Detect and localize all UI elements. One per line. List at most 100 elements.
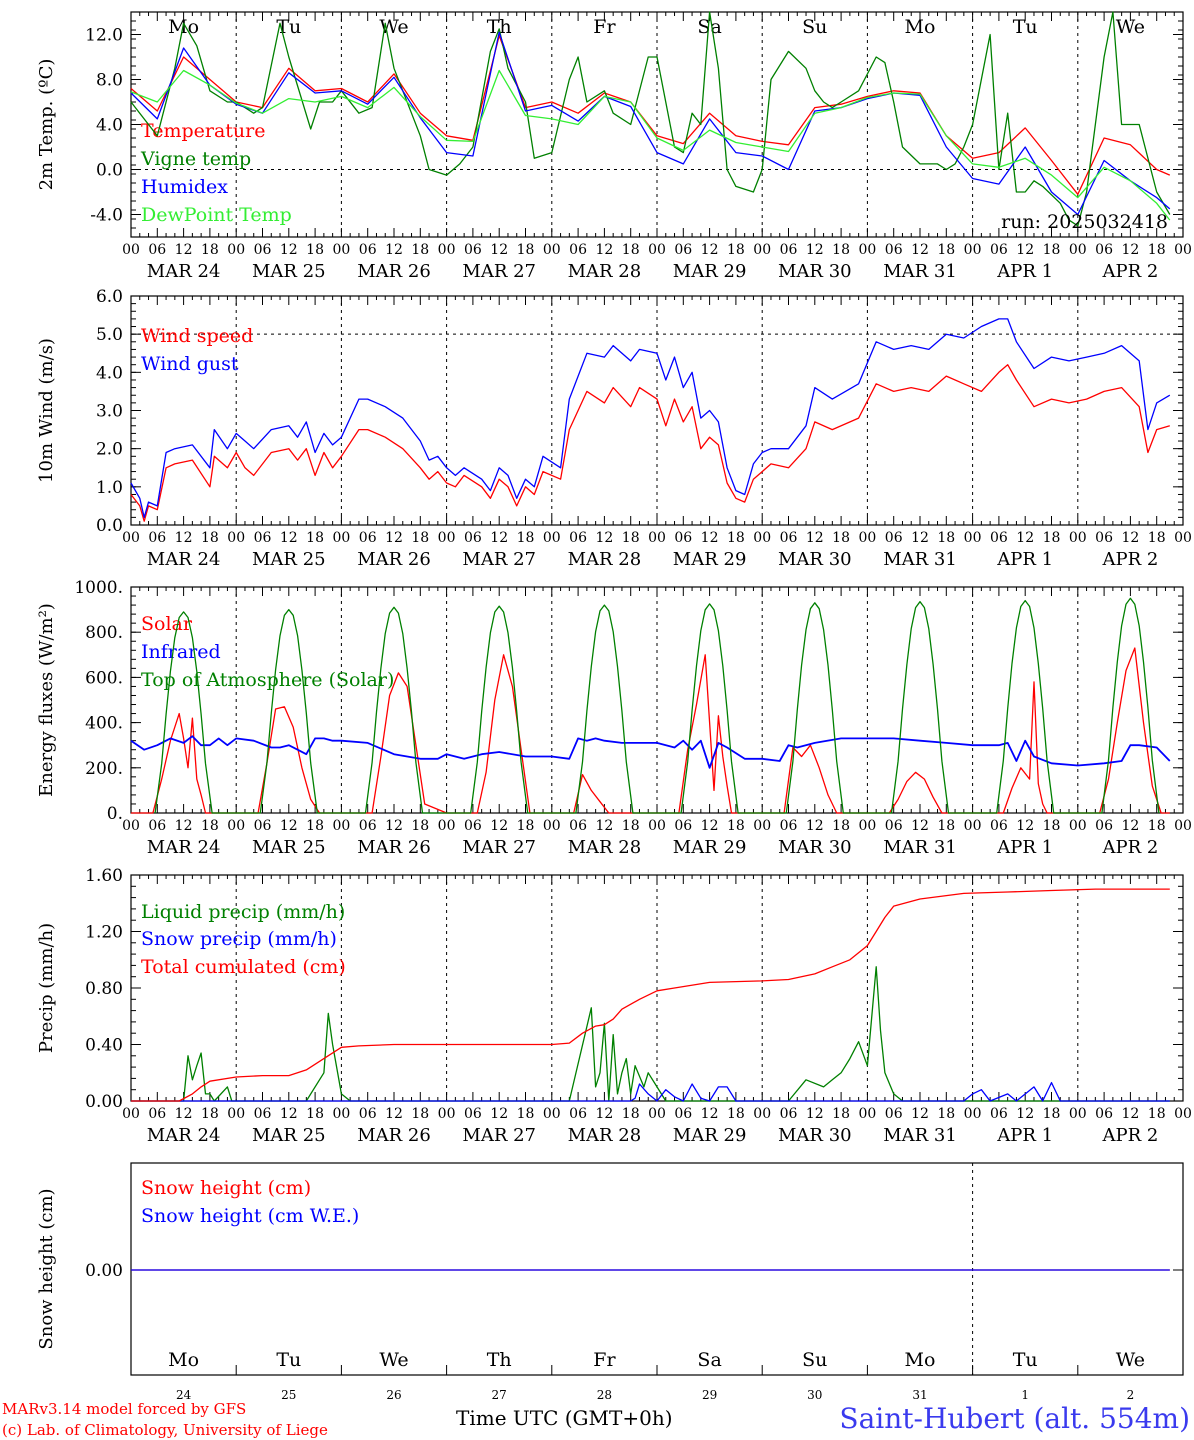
time-axis-label: Time UTC (GMT+0h) [456,1406,673,1430]
hour-label: 12 [806,818,824,834]
day-number: 31 [912,1388,927,1402]
date-label: MAR 24 [147,549,221,570]
hour-label: 00 [227,818,245,834]
weekday-label: Fr [593,1349,616,1371]
date-label: MAR 31 [883,549,957,570]
day-number: 29 [702,1388,717,1402]
date-label: MAR 28 [568,261,642,282]
hour-label: 12 [175,530,193,546]
hour-label: 18 [727,242,745,258]
hour-label: 06 [885,1106,903,1122]
hour-label: 00 [543,530,561,546]
hour-label: 12 [911,1106,929,1122]
y-axis-label: 10m Wind (m/s) [36,338,57,483]
date-label: MAR 26 [357,837,431,858]
hour-label: 06 [254,818,272,834]
hour-label: 18 [1043,530,1061,546]
hour-label: 12 [701,530,719,546]
weekday-label: We [1116,16,1145,38]
day-number: 28 [597,1388,612,1402]
date-label: APR 1 [996,837,1053,858]
hour-label: 12 [1121,242,1139,258]
hour-label: 12 [1016,242,1034,258]
hour-label: 06 [359,530,377,546]
hour-label: 12 [490,530,508,546]
weekday-label: Sa [697,1349,721,1371]
hour-label: 00 [438,530,456,546]
date-label: MAR 30 [778,261,852,282]
hour-label: 06 [1095,530,1113,546]
hour-label: 06 [254,242,272,258]
hour-label: 06 [464,818,482,834]
hour-label: 00 [648,1106,666,1122]
hour-label: 00 [858,1106,876,1122]
weekday-label: Su [802,16,827,38]
weekday-label: Tu [1013,16,1038,38]
weekday-label: Sa [697,16,721,38]
hour-label: 12 [385,818,403,834]
weekday-label: Mo [168,16,199,38]
y-axis-label: Snow height (cm) [36,1188,57,1349]
hour-label: 00 [753,242,771,258]
y-tick-label: 400. [85,714,123,734]
hour-label: 06 [885,530,903,546]
hour-label: 18 [1043,242,1061,258]
date-label: MAR 26 [357,549,431,570]
weekday-label: Th [487,1349,512,1371]
hour-label: 18 [832,1106,850,1122]
date-label: MAR 24 [147,1125,221,1146]
hour-label: 00 [122,818,140,834]
hour-label: 18 [937,818,955,834]
hour-label: 12 [911,530,929,546]
date-label: MAR 25 [252,1125,326,1146]
hour-label: 06 [990,1106,1008,1122]
hour-label: 12 [490,1106,508,1122]
series-line [131,1081,1170,1102]
hour-label: 18 [411,242,429,258]
hour-label: 06 [990,530,1008,546]
hour-label: 18 [201,530,219,546]
day-number: 27 [492,1388,507,1402]
y-tick-label: 0.00 [85,1261,123,1281]
date-label: MAR 30 [778,549,852,570]
y-tick-label: 200. [85,759,123,779]
hour-label: 12 [1121,530,1139,546]
series-line [130,31,1171,216]
hour-label: 06 [1095,242,1113,258]
legend-entry: Wind gust [141,353,239,375]
hour-label: 12 [1016,530,1034,546]
date-label: MAR 31 [883,837,957,858]
hour-label: 00 [227,242,245,258]
date-label: MAR 31 [883,261,957,282]
hour-label: 06 [569,818,587,834]
hour-label: 00 [543,1106,561,1122]
series-line [130,69,1171,221]
weekday-label: Su [802,1349,827,1371]
hour-label: 00 [1069,530,1087,546]
hour-label: 18 [832,818,850,834]
hour-label: 00 [227,530,245,546]
hour-label: 06 [148,242,166,258]
hour-label: 18 [306,530,324,546]
hour-label: 06 [569,530,587,546]
hour-label: 06 [885,818,903,834]
panel-1: 00 06 12 18 00 06 12 18 00 06 12 18 00 06 12 18 00 06 12 18… [36,11,1192,282]
hour-label: 00 [964,818,982,834]
hour-label: 18 [937,530,955,546]
series-line [130,364,1170,522]
date-label: APR 2 [1101,837,1158,858]
y-tick-label: 0.00 [85,1092,123,1112]
date-label: MAR 30 [778,1125,852,1146]
legend-entry: Solar [141,613,193,635]
hour-label: 12 [911,818,929,834]
series-line [130,735,1171,769]
hour-label: 12 [385,530,403,546]
legend-entry: Snow height (cm) [141,1177,311,1199]
date-label: APR 2 [1101,549,1158,570]
hour-label: 00 [648,242,666,258]
hour-label: 06 [674,530,692,546]
hour-label: 06 [359,818,377,834]
legend-entry: Temperature [141,120,265,142]
date-label: APR 1 [996,1125,1053,1146]
hour-label: 18 [201,242,219,258]
